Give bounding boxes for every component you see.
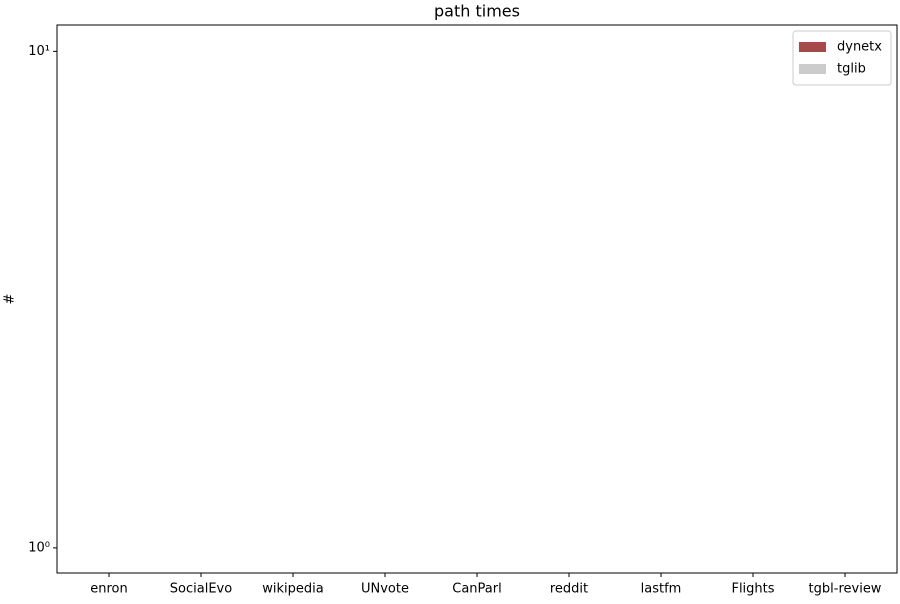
y-axis-label: # — [3, 294, 18, 305]
chart-title: path times — [434, 2, 520, 21]
legend-swatch — [799, 64, 826, 74]
legend-swatch — [799, 42, 826, 52]
y-tick-label: 10¹ — [28, 44, 50, 59]
x-tick-label: reddit — [550, 582, 588, 597]
x-tick-label: lastfm — [641, 582, 682, 597]
legend-label: dynetx — [837, 40, 882, 55]
legend-label: tglib — [837, 62, 866, 77]
y-tick-label: 10⁰ — [28, 540, 50, 555]
x-tick-label: Flights — [731, 582, 774, 597]
x-tick-label: UNvote — [361, 582, 409, 597]
x-tick-label: enron — [90, 582, 128, 597]
x-tick-label: tgbl-review — [809, 582, 882, 597]
x-tick-label: SocialEvo — [170, 582, 232, 597]
x-tick-label: CanParl — [452, 582, 501, 597]
x-tick-label: wikipedia — [262, 582, 323, 597]
